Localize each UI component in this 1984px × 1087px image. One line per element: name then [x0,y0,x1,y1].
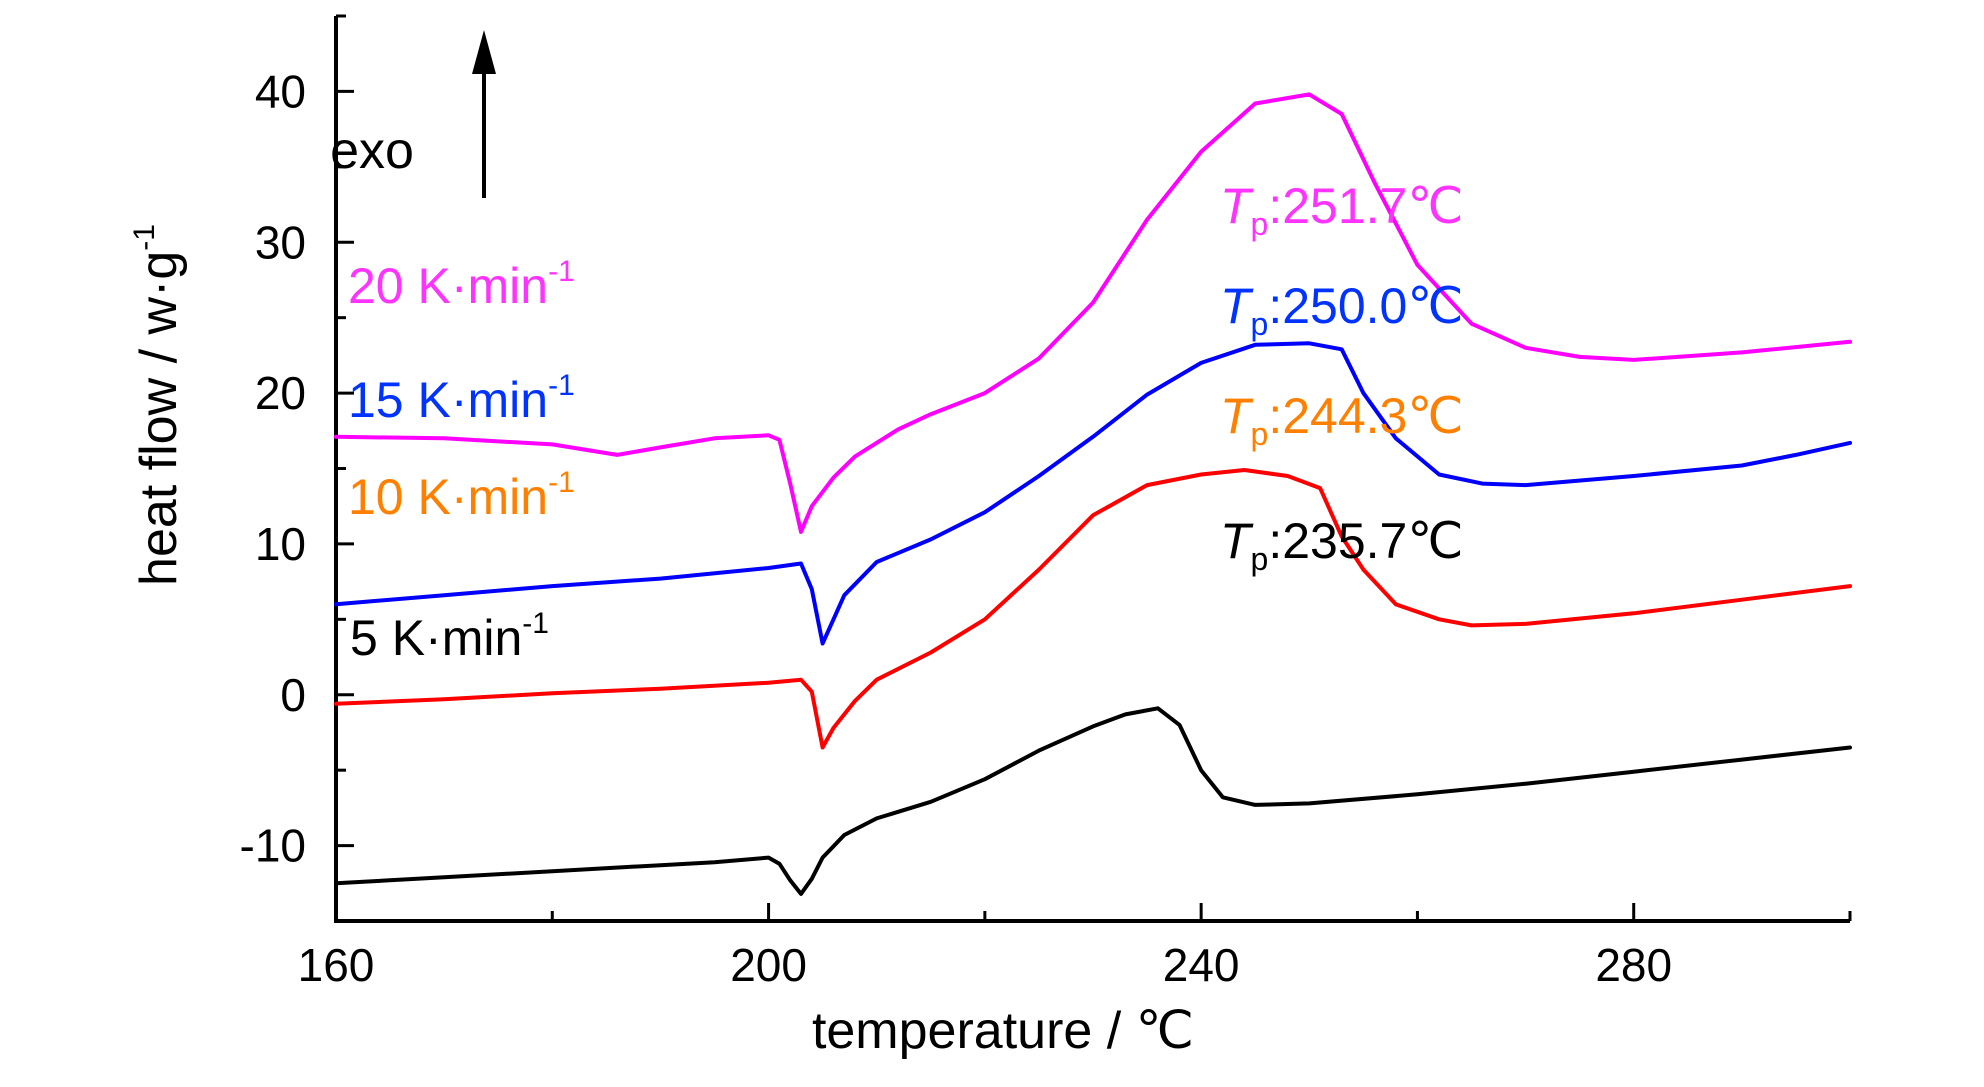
peak-label-value: :244.3℃ [1268,388,1463,444]
peak-label-value: :250.0℃ [1268,278,1463,334]
x-axis-title: temperature / ℃ [812,1002,1194,1060]
series-label-4: 20 K·min-1 [348,255,575,314]
y-tick-label: 0 [280,669,306,721]
series-label-sup: -1 [548,466,575,499]
x-tick-label: 240 [1163,939,1240,991]
peak-label-4: Tp:251.7℃ [1220,178,1464,242]
series-label-text: 15 K·min [348,372,548,428]
exo-arrow-head [472,30,496,74]
y-tick-label: 10 [255,518,306,570]
series-label-1: 5 K·min-1 [350,607,549,666]
peak-label-t: T [1220,178,1254,234]
labels-layer: 5 K·min-1Tp:235.7℃10 K·min-1Tp:244.3℃15 … [348,178,1464,666]
peak-label-value: :251.7℃ [1268,178,1463,234]
peak-label-sub: p [1251,416,1269,452]
series-label-sup: -1 [548,255,575,288]
series-line-3 [334,341,1852,646]
exo-annotation: exo [330,30,496,198]
series-line-2 [334,468,1852,750]
series-label-text: 20 K·min [348,258,548,314]
y-tick-label: 30 [255,216,306,268]
series-line-4 [334,92,1852,534]
y-tick-label: -10 [240,820,306,872]
peak-label-1: Tp:235.7℃ [1220,513,1464,577]
ticks: 160 200 240 280 -10 0 10 20 30 40 [240,14,1852,991]
peak-label-sub: p [1251,206,1269,242]
series-label-sup: -1 [522,607,549,640]
y-tick-label: 20 [255,367,306,419]
peak-label-sub: p [1251,541,1269,577]
series-label-text: 5 K·min [350,610,522,666]
series-line-1 [334,706,1852,896]
peak-label-t: T [1220,278,1254,334]
x-tick-label: 280 [1595,939,1672,991]
y-tick-label: 40 [255,65,306,117]
series-label-2: 10 K·min-1 [348,466,575,525]
peak-label-3: Tp:250.0℃ [1220,278,1464,342]
x-tick-label: 200 [730,939,807,991]
peak-label-t: T [1220,388,1254,444]
peak-label-t: T [1220,513,1254,569]
series-label-text: 10 K·min [348,469,548,525]
series-label-3: 15 K·min-1 [348,369,575,428]
y-axis-title-sup: -1 [128,224,161,251]
exo-label: exo [330,122,414,180]
y-axis-title-text: heat flow / w·g [130,251,188,586]
x-tick-label: 160 [298,939,375,991]
series-layer [334,92,1852,896]
peak-label-sub: p [1251,306,1269,342]
peak-label-value: :235.7℃ [1268,513,1463,569]
y-axis-title: heat flow / w·g-1 [128,224,188,586]
peak-label-2: Tp:244.3℃ [1220,388,1464,452]
series-label-sup: -1 [548,369,575,402]
